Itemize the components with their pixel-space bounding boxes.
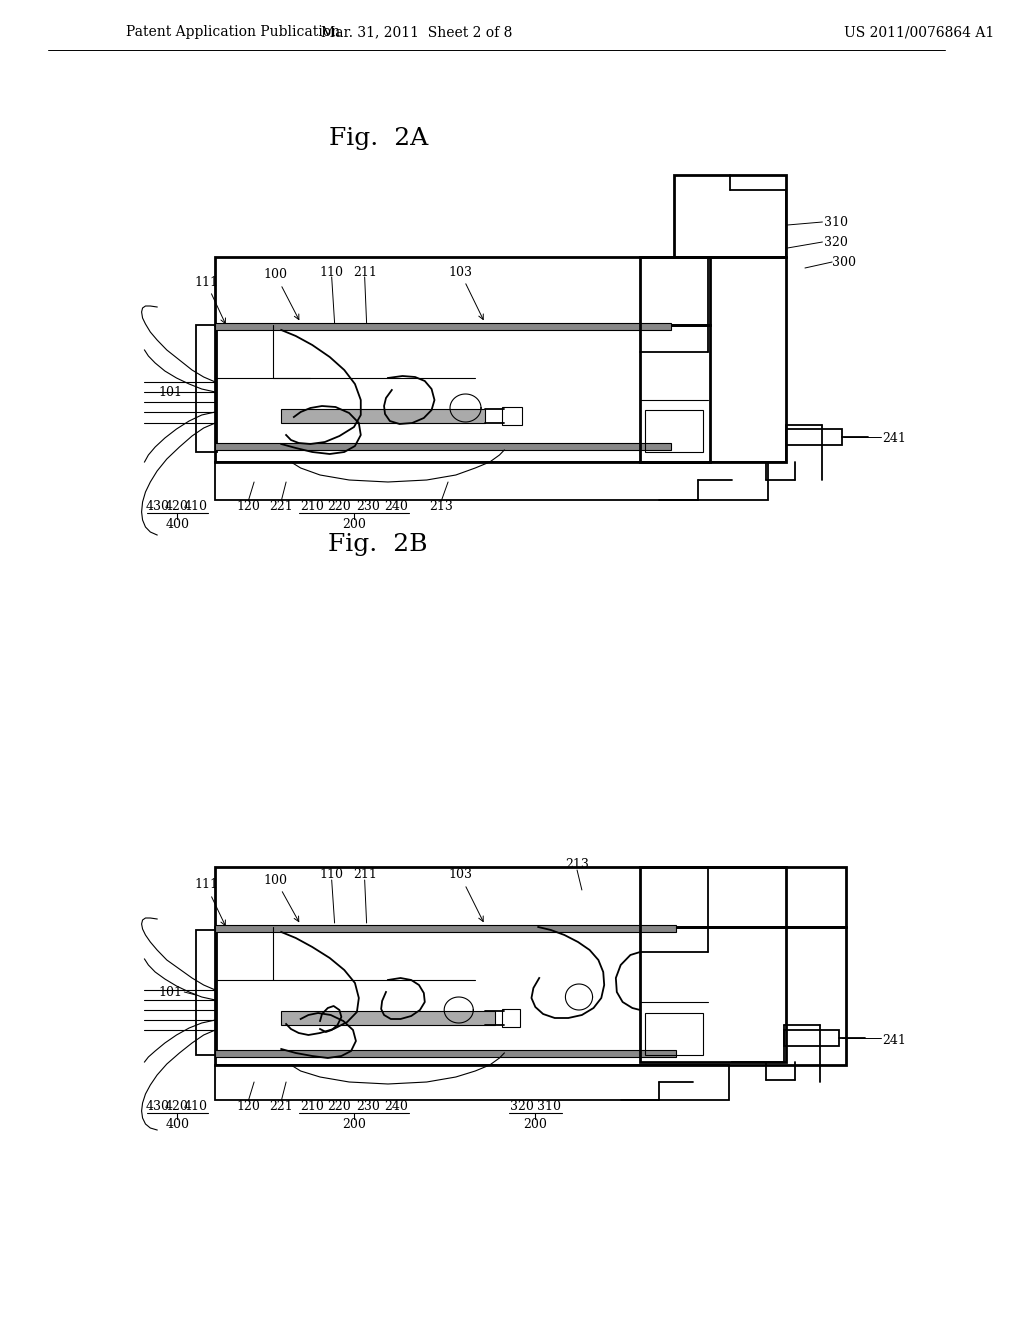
Bar xyxy=(282,1011,495,1026)
Text: 220: 220 xyxy=(328,500,351,513)
Text: 221: 221 xyxy=(269,500,293,513)
Bar xyxy=(282,409,485,422)
Text: US 2011/0076864 A1: US 2011/0076864 A1 xyxy=(844,25,994,40)
Bar xyxy=(645,1012,703,1055)
Text: 410: 410 xyxy=(184,1101,208,1114)
Text: 200: 200 xyxy=(342,1118,366,1131)
Bar xyxy=(640,257,785,462)
Text: 103: 103 xyxy=(449,869,483,921)
Bar xyxy=(215,323,671,330)
Bar xyxy=(783,1030,839,1045)
Bar xyxy=(645,411,703,451)
Text: 240: 240 xyxy=(384,500,408,513)
Text: Fig.  2A: Fig. 2A xyxy=(329,127,428,149)
Bar xyxy=(503,407,522,425)
Bar xyxy=(215,1065,729,1100)
Text: 211: 211 xyxy=(352,869,377,882)
Bar xyxy=(215,462,768,500)
Text: 220: 220 xyxy=(328,1101,351,1114)
Text: 213: 213 xyxy=(429,500,454,513)
Bar xyxy=(196,931,217,1055)
Bar xyxy=(196,325,217,451)
Bar xyxy=(215,925,676,932)
Text: 400: 400 xyxy=(166,519,189,532)
Text: 400: 400 xyxy=(166,1118,189,1131)
Bar xyxy=(215,444,671,450)
Bar xyxy=(215,867,846,927)
Text: 211: 211 xyxy=(352,265,377,279)
Text: 320: 320 xyxy=(510,1101,534,1114)
Text: 100: 100 xyxy=(264,874,299,921)
Text: 210: 210 xyxy=(300,500,325,513)
Text: 200: 200 xyxy=(523,1118,547,1131)
Text: 300: 300 xyxy=(833,256,856,268)
Bar xyxy=(640,867,785,1063)
Text: 310: 310 xyxy=(537,1101,561,1114)
Text: 410: 410 xyxy=(184,500,208,513)
Text: 110: 110 xyxy=(319,869,344,882)
Text: 230: 230 xyxy=(356,1101,381,1114)
Text: Patent Application Publication: Patent Application Publication xyxy=(126,25,340,40)
Text: 420: 420 xyxy=(165,500,188,513)
Bar xyxy=(215,325,710,462)
Text: 101: 101 xyxy=(159,986,182,998)
Text: 320: 320 xyxy=(824,235,848,248)
Text: 120: 120 xyxy=(237,500,260,513)
Text: 230: 230 xyxy=(356,500,381,513)
Text: 200: 200 xyxy=(342,519,366,532)
Text: 111: 111 xyxy=(194,276,225,323)
Text: 420: 420 xyxy=(165,1101,188,1114)
Text: 310: 310 xyxy=(824,215,848,228)
Text: 213: 213 xyxy=(565,858,589,871)
Bar xyxy=(785,429,842,445)
Text: 240: 240 xyxy=(384,1101,408,1114)
Bar xyxy=(215,257,710,325)
Text: 110: 110 xyxy=(319,265,344,279)
Bar xyxy=(503,1008,520,1027)
Text: 241: 241 xyxy=(883,432,906,445)
Text: 103: 103 xyxy=(449,265,483,319)
Text: 111: 111 xyxy=(194,879,225,925)
Text: Fig.  2B: Fig. 2B xyxy=(329,533,428,557)
Bar xyxy=(215,927,846,1065)
Text: 101: 101 xyxy=(159,385,182,399)
Text: Mar. 31, 2011  Sheet 2 of 8: Mar. 31, 2011 Sheet 2 of 8 xyxy=(322,25,513,40)
Text: 210: 210 xyxy=(300,1101,325,1114)
Text: 100: 100 xyxy=(264,268,299,319)
Text: 221: 221 xyxy=(269,1101,293,1114)
Bar xyxy=(674,176,785,257)
Text: 120: 120 xyxy=(237,1101,260,1114)
Bar xyxy=(215,1049,676,1057)
Text: 430: 430 xyxy=(146,500,170,513)
Text: 241: 241 xyxy=(883,1034,906,1047)
Text: 430: 430 xyxy=(146,1101,170,1114)
